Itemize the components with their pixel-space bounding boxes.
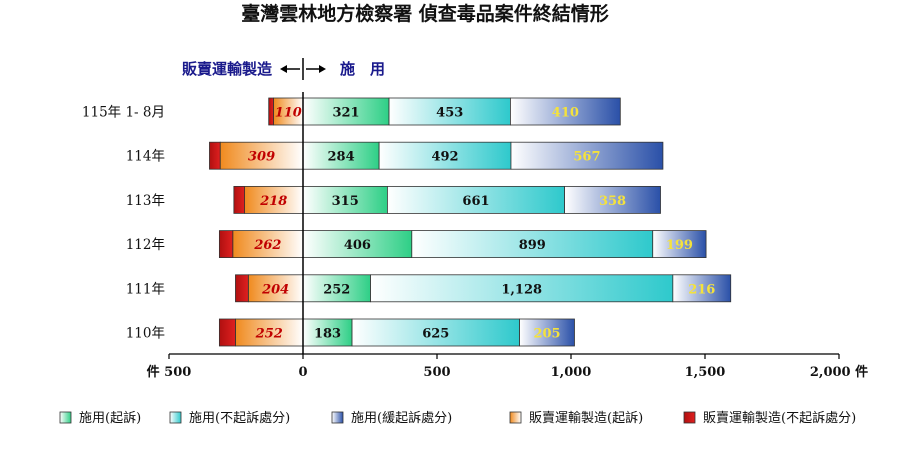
data-label: 625 xyxy=(422,327,449,342)
legend-label: 施用(不起訴處分) xyxy=(189,410,290,426)
x-tick-label: 1,500 xyxy=(685,365,726,380)
data-label: 309 xyxy=(248,150,275,165)
data-label: 218 xyxy=(259,194,287,209)
legend-swatch-traffic_indict xyxy=(509,411,522,424)
legend-label: 施用(起訴) xyxy=(79,410,141,426)
x-tick-label: 500 xyxy=(423,365,450,380)
bar-segment-use_indict xyxy=(302,141,380,170)
x-tick-label: 件 500 xyxy=(147,364,192,380)
legend-label: 販賣運輸製造(起訴) xyxy=(529,410,643,426)
legend-swatch-use_nonindict xyxy=(169,411,182,424)
data-label: 453 xyxy=(436,106,463,121)
direction-label-left: 販賣運輸製造 xyxy=(182,60,272,78)
data-label: 492 xyxy=(431,150,458,165)
bar-segment-traffic_nonindict xyxy=(233,185,245,214)
bar-segment-use_nonindict xyxy=(378,141,512,170)
x-tick-label: 0 xyxy=(298,365,307,380)
bar-segment-use_nonindict xyxy=(370,274,674,303)
category-labels: 115年 1- 8月 114年 113年 112年 111年 110年 xyxy=(82,105,165,342)
legend-swatch-use_deferred xyxy=(331,411,344,424)
data-label: 284 xyxy=(327,150,354,165)
data-label: 216 xyxy=(688,282,715,297)
direction-arrowhead-right xyxy=(319,65,326,73)
data-label: 110 xyxy=(275,106,302,121)
data-label: 205 xyxy=(533,327,560,342)
data-label: 252 xyxy=(323,282,350,297)
bar-segment-traffic_nonindict xyxy=(268,97,274,126)
category-label: 112年 xyxy=(126,237,165,253)
x-axis: 件 500 0 500 1,000 1,500 2,000 件 xyxy=(147,353,868,380)
data-label: 406 xyxy=(344,238,371,253)
bar-segment-traffic_indict xyxy=(244,185,304,214)
category-label: 110年 xyxy=(126,326,165,342)
bar-segment-traffic_nonindict xyxy=(218,230,234,259)
bar-segment-use_indict xyxy=(302,274,371,303)
category-label: 111年 xyxy=(126,281,165,297)
bar-segment-use_deferred xyxy=(564,185,661,214)
bar-segment-use_indict xyxy=(302,230,413,259)
chart-title: 臺灣雲林地方檢察署 偵查毒品案件終結情形 xyxy=(241,2,609,25)
data-label: 410 xyxy=(552,106,579,121)
data-label: 199 xyxy=(666,238,693,253)
data-label: 252 xyxy=(255,327,283,342)
legend-swatch-use_indict xyxy=(59,411,72,424)
category-label: 115年 1- 8月 xyxy=(82,105,165,121)
bar-segment-use_indict xyxy=(302,97,390,126)
bar-segment-traffic_indict xyxy=(232,230,304,259)
x-tick-label: 2,000 件 xyxy=(810,364,868,380)
bar-segment-use_nonindict xyxy=(411,230,654,259)
bar-segment-traffic_indict xyxy=(235,318,304,347)
data-label: 183 xyxy=(314,327,341,342)
data-label: 661 xyxy=(462,194,489,209)
bar-segment-traffic_nonindict xyxy=(218,318,236,347)
bar-segment-use_nonindict xyxy=(351,318,520,347)
direction-indicator: 販賣運輸製造 施 用 xyxy=(182,58,385,80)
data-label: 262 xyxy=(253,238,281,253)
direction-label-right: 施 用 xyxy=(340,60,385,78)
bar-segment-traffic_nonindict xyxy=(209,141,221,170)
bar-segment-traffic_nonindict xyxy=(235,274,249,303)
legend-label: 施用(緩起訴處分) xyxy=(351,410,452,426)
bar-segment-use_deferred xyxy=(519,318,575,347)
bar-segment-use_indict xyxy=(302,318,353,347)
direction-arrowhead-left xyxy=(280,65,287,73)
category-label: 113年 xyxy=(126,193,165,209)
legend: 施用(起訴) 施用(不起訴處分) 施用(緩起訴處分) 販賣運輸製造(起訴) 販賣運輸製造… xyxy=(59,410,856,426)
bar-segment-traffic_indict xyxy=(273,97,304,126)
bar-segment-use_deferred xyxy=(510,97,621,126)
bar-segment-use_nonindict xyxy=(388,97,511,126)
bar-segment-use_deferred xyxy=(510,141,664,170)
bar-segment-use_deferred xyxy=(652,230,707,259)
data-label: 321 xyxy=(332,106,359,121)
x-tick-label: 1,000 xyxy=(551,365,592,380)
data-label: 1,128 xyxy=(501,282,542,297)
category-label: 114年 xyxy=(126,149,165,165)
bar-segment-use_nonindict xyxy=(387,185,565,214)
data-label: 204 xyxy=(261,282,289,297)
data-label: 358 xyxy=(599,194,626,209)
legend-swatch-traffic_nonindict xyxy=(683,411,696,424)
data-label: 315 xyxy=(332,194,359,209)
bar-segment-use_deferred xyxy=(672,274,732,303)
legend-label: 販賣運輸製造(不起訴處分) xyxy=(703,410,856,426)
data-label: 567 xyxy=(573,150,600,165)
bars: 321 453 410 110 284 492 567 309 315 661 358 218 406 8… xyxy=(209,92,732,354)
data-label: 899 xyxy=(519,238,546,253)
